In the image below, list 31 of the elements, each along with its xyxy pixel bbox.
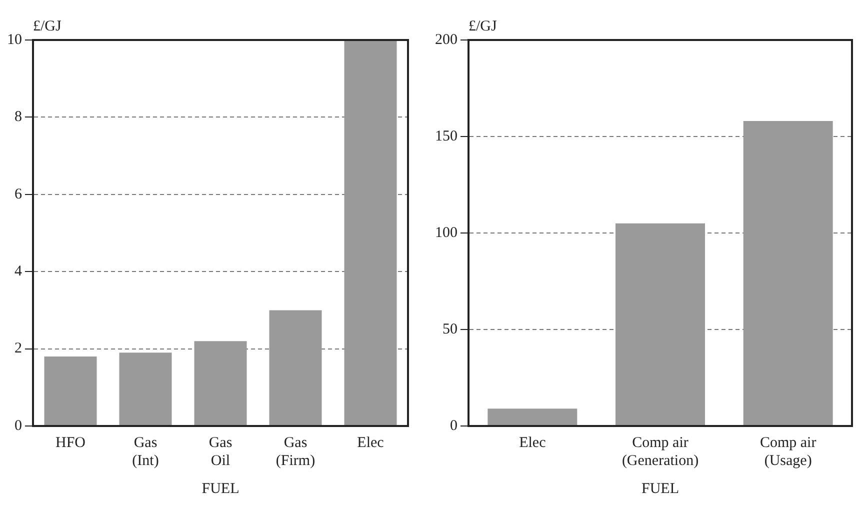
y-tick-label: 6 [14, 186, 22, 202]
bar [119, 352, 172, 426]
x-tick-label: Elec [357, 434, 384, 451]
x-axis-title: FUEL [642, 480, 679, 497]
bar [743, 121, 833, 426]
x-tick-label: Gas Oil [208, 434, 232, 469]
x-tick-label: HFO [55, 434, 86, 451]
y-tick-label: 150 [435, 128, 458, 144]
x-tick-label: Gas (Int) [132, 434, 159, 469]
y-tick-label: 50 [442, 321, 458, 338]
x-tick-label: Elec [519, 434, 546, 451]
y-tick-label: 0 [14, 418, 22, 434]
bar [344, 40, 397, 426]
x-tick-label: Gas (Firm) [276, 434, 316, 469]
y-tick-label: 200 [435, 32, 458, 48]
x-tick-label: Comp air (Generation) [622, 434, 699, 469]
bar [269, 310, 322, 426]
x-axis-title: FUEL [202, 480, 240, 497]
bar [488, 408, 578, 426]
y-tick-label: 10 [7, 32, 22, 48]
bar [616, 223, 705, 426]
y-tick-label: 0 [450, 418, 458, 434]
y-axis-title: £/GJ [33, 18, 62, 34]
y-tick-label: 8 [14, 109, 22, 126]
y-tick-label: 4 [14, 264, 22, 280]
y-tick-label: 100 [435, 224, 458, 241]
x-tick-label: Comp air (Usage) [760, 434, 816, 469]
bar [44, 356, 97, 426]
bar [194, 341, 247, 426]
y-axis-title: £/GJ [468, 18, 497, 34]
y-tick-label: 2 [14, 340, 22, 357]
